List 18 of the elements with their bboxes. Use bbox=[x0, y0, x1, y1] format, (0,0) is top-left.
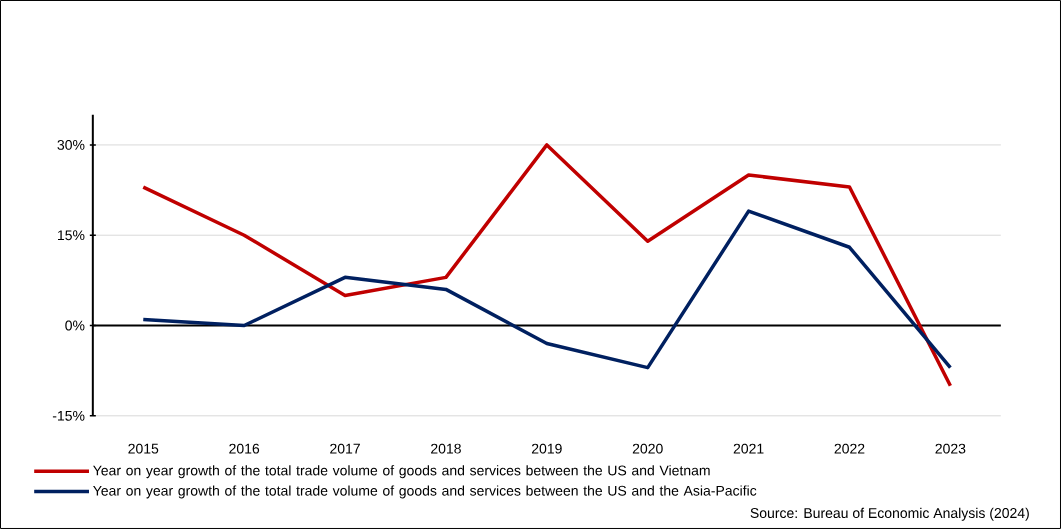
x-tick-label: 2018 bbox=[431, 443, 461, 454]
x-tick-label: 2021 bbox=[733, 443, 764, 454]
y-tick-label: 0% bbox=[65, 320, 85, 331]
line-series bbox=[141, 209, 953, 370]
y-tick-label: -15% bbox=[52, 410, 85, 421]
legend-label: Year on year growth of the total trade volume of goods and services between the US and the Asia-Pacific bbox=[93, 485, 757, 499]
x-tick-label: 2019 bbox=[531, 443, 562, 454]
line-series bbox=[141, 143, 953, 388]
x-tick-label: 2016 bbox=[229, 443, 260, 454]
source-note: Source: Bureau of Economic Analysis (2024) bbox=[750, 507, 1029, 521]
x-tick-label: 2020 bbox=[632, 443, 663, 454]
x-tick-label: 2023 bbox=[935, 443, 966, 454]
x-tick-label: 2017 bbox=[330, 443, 360, 454]
y-tick-label: 30% bbox=[57, 139, 85, 150]
x-tick-label: 2022 bbox=[834, 443, 865, 454]
x-tick-label: 2015 bbox=[128, 443, 159, 454]
legend-label: Year on year growth of the total trade volume of goods and services between the US and Vietnam bbox=[93, 465, 710, 479]
y-tick-label: 15% bbox=[58, 230, 85, 241]
